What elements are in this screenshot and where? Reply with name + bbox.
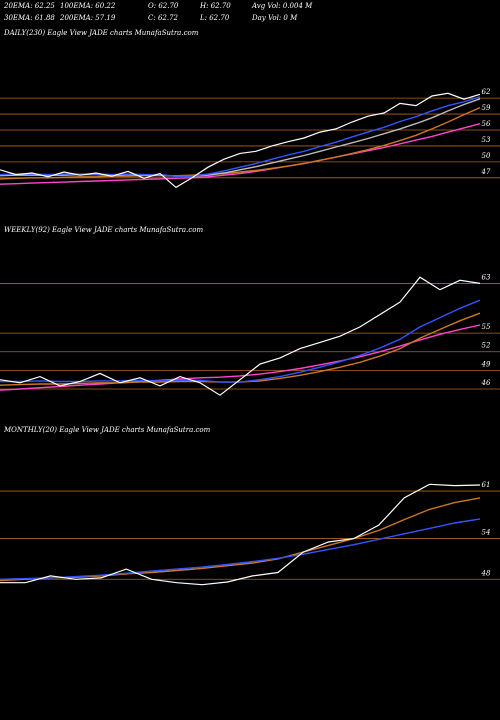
y-tick-label: 53 [482,136,491,144]
y-tick-label: 55 [482,323,491,331]
header-stat: 100EMA: 60.22 [60,2,116,10]
header-stat: 30EMA: 61.88 [4,14,55,22]
price-line [0,324,481,391]
panel-title: WEEKLY(92) Eagle View JADE charts Munafa… [4,226,203,234]
price-line [0,276,481,396]
header-stat: O: 62.70 [148,2,179,10]
header-stat: Day Vol: 0 M [251,14,298,22]
header-stat: 20EMA: 62.25 [3,2,55,10]
panel-title: MONTHLY(20) Eagle View JADE charts Munaf… [3,426,211,434]
price-line [0,483,481,586]
y-tick-label: 50 [482,152,491,160]
y-tick-label: 54 [482,529,491,537]
header-stat: Avg Vol: 0.004 M [251,2,313,10]
y-tick-label: 59 [482,104,491,112]
panel-title: DAILY(230) Eagle View JADE charts Munafa… [3,29,199,37]
price-line [0,92,481,189]
y-tick-label: 49 [481,360,491,368]
y-tick-label: 63 [482,273,491,281]
price-line [0,106,481,180]
y-tick-label: 61 [482,481,491,489]
y-tick-label: 47 [481,168,491,176]
y-tick-label: 46 [481,379,491,387]
y-tick-label: 48 [481,569,491,577]
price-line [0,96,481,177]
header-stat: H: 62.70 [199,2,231,10]
header-stat: L: 62.70 [199,14,230,22]
y-tick-label: 52 [482,342,491,350]
header-stat: C: 62.72 [148,14,179,22]
price-line [0,518,481,580]
y-tick-label: 56 [482,120,491,128]
y-tick-label: 62 [482,88,491,96]
header-stat: 200EMA: 57.19 [59,14,116,22]
price-line [0,123,481,185]
